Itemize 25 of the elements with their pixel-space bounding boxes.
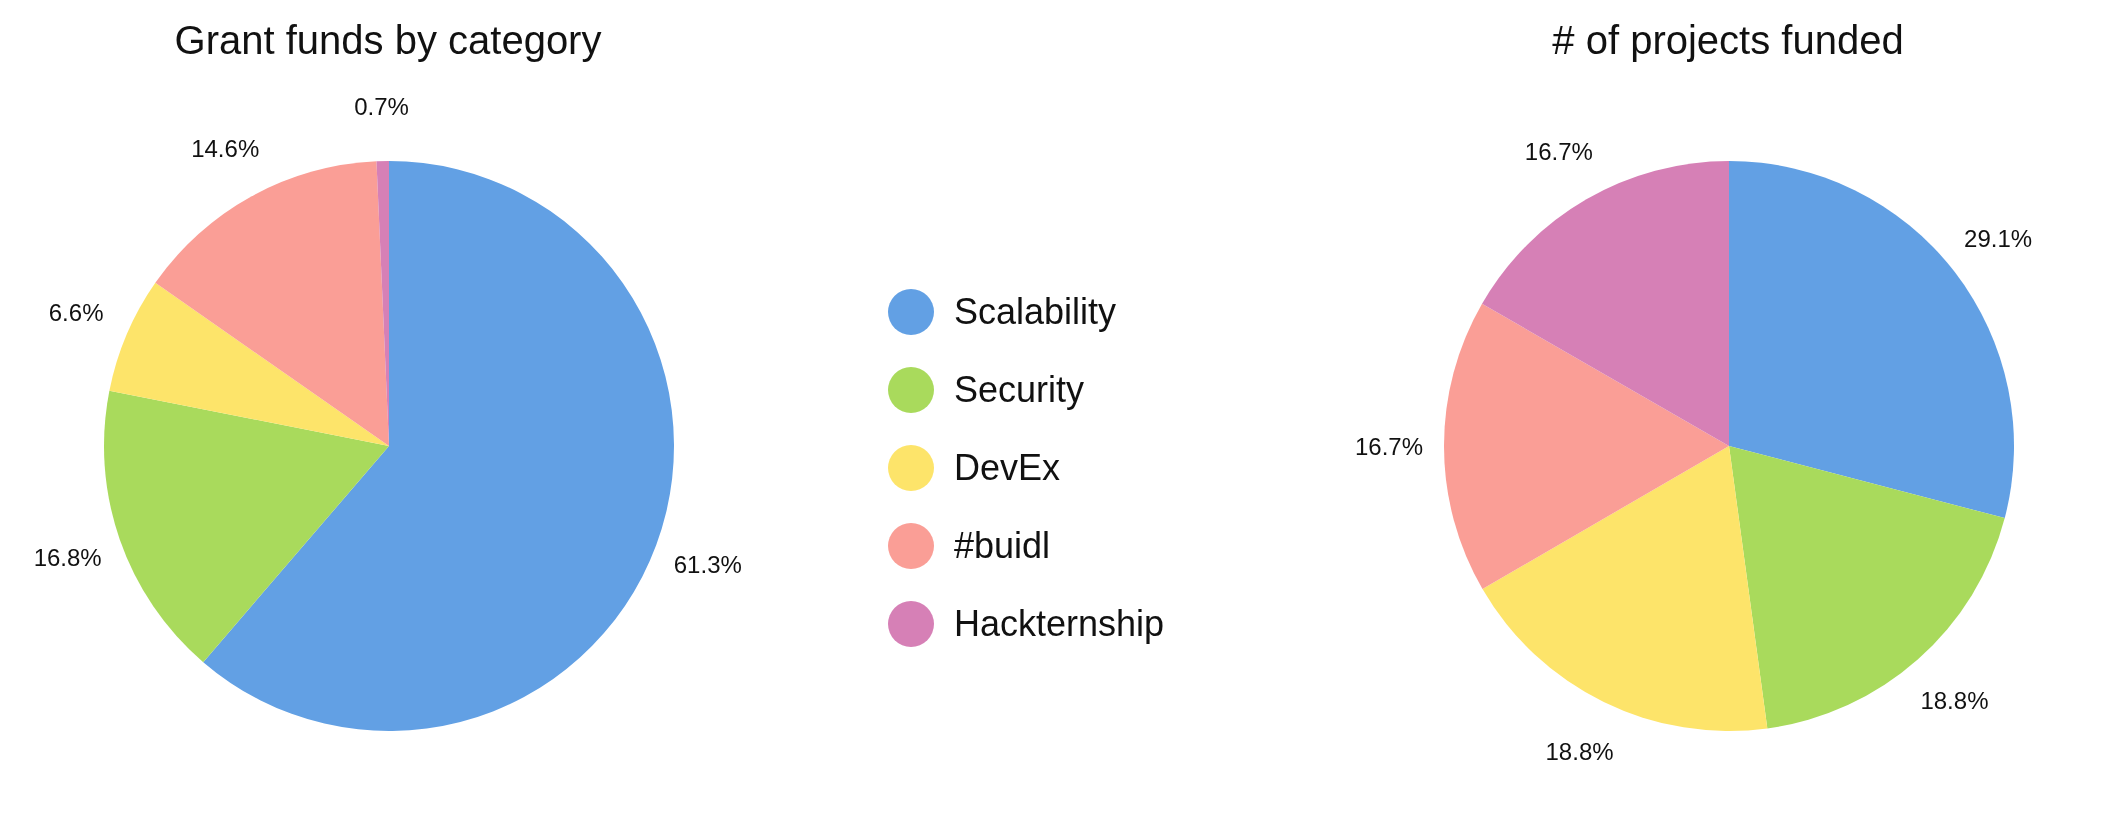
data-label: 16.7%	[1524, 138, 1593, 166]
data-label: 6.6%	[48, 299, 104, 327]
pie-slice	[1444, 303, 1729, 590]
data-label: 29.1%	[1964, 224, 2033, 252]
data-label: 14.6%	[191, 134, 260, 162]
data-label: 18.8%	[1920, 686, 1989, 714]
legend-label: Hackternship	[954, 603, 1165, 645]
pie-slice	[1729, 446, 2005, 729]
pie-slice	[1482, 161, 1729, 446]
data-label: 18.8%	[1545, 737, 1614, 765]
legend-label: DevEx	[954, 447, 1061, 489]
chart-title: # of projects funded	[1551, 18, 1905, 63]
legend-label: Scalability	[954, 291, 1117, 333]
pie-slice	[1482, 446, 1768, 731]
data-label: 16.7%	[1354, 433, 1424, 461]
data-label: 61.3%	[673, 550, 742, 578]
pie-slice	[203, 161, 674, 731]
pie-slice	[155, 161, 389, 446]
legend-label: #buidl	[954, 525, 1051, 567]
pie-slice	[104, 390, 389, 663]
chart-title: Grant funds by category	[173, 18, 603, 63]
data-label: 0.7%	[354, 92, 409, 120]
pie-slice	[109, 282, 389, 446]
data-label: 16.8%	[33, 543, 102, 571]
legend-label: Security	[954, 369, 1085, 411]
